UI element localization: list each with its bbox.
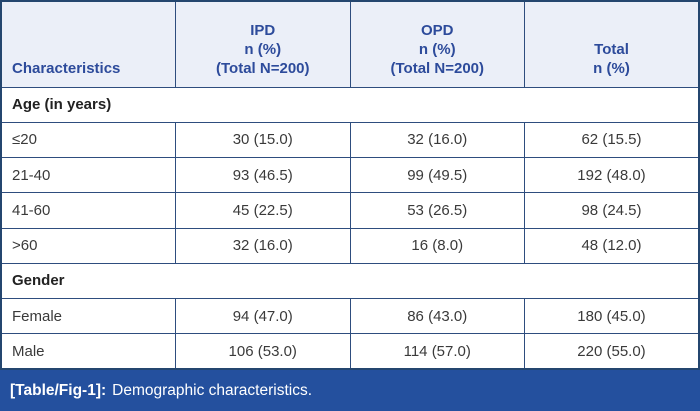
cell-ipd: 106 (53.0) (175, 333, 351, 370)
cell-ipd: 30 (15.0) (175, 121, 351, 159)
cell-ipd: 93 (46.5) (175, 156, 351, 194)
cell-label: ≤20 (0, 121, 176, 159)
cell-ipd: 45 (22.5) (175, 192, 351, 229)
col-header-ipd-line2: n (%) (244, 40, 282, 58)
col-header-characteristics: Characteristics (0, 0, 176, 88)
cell-total: 98 (24.5) (524, 192, 700, 229)
col-header-ipd-line1: IPD (250, 21, 276, 39)
table-row: 21-40 93 (46.5) 99 (49.5) 192 (48.0) (0, 156, 700, 194)
table-row: 41-60 45 (22.5) 53 (26.5) 98 (24.5) (0, 192, 700, 229)
section-row-age: Age (in years) (0, 86, 700, 123)
cell-opd: 99 (49.5) (349, 156, 525, 194)
section-title: Gender (0, 262, 700, 300)
cell-label: >60 (0, 227, 176, 264)
table-caption: [Table/Fig-1]: Demographic characteristi… (0, 370, 700, 411)
cell-total: 192 (48.0) (524, 156, 700, 194)
cell-total: 62 (15.5) (524, 121, 700, 159)
cell-opd: 32 (16.0) (349, 121, 525, 159)
cell-ipd: 32 (16.0) (175, 227, 351, 264)
col-header-total: Total n (%) (524, 0, 700, 88)
section-row-gender: Gender (0, 262, 700, 300)
col-header-opd-line2: n (%) (418, 40, 456, 58)
col-header-total-line2: n (%) (593, 59, 630, 77)
col-header-total-line1: Total (594, 40, 629, 58)
cell-opd: 16 (8.0) (349, 227, 525, 264)
cell-label: 21-40 (0, 156, 176, 194)
header-row: Characteristics IPD n (%) (Total N=200) … (0, 0, 700, 88)
demographics-table: Characteristics IPD n (%) (Total N=200) … (0, 0, 700, 370)
cell-ipd: 94 (47.0) (175, 297, 351, 335)
cell-label: 41-60 (0, 192, 176, 229)
caption-text: Demographic characteristics. (112, 381, 313, 399)
cell-total: 220 (55.0) (524, 333, 700, 370)
table-row: Female 94 (47.0) 86 (43.0) 180 (45.0) (0, 297, 700, 335)
col-header-ipd: IPD n (%) (Total N=200) (175, 0, 351, 88)
col-header-opd-line1: OPD (420, 21, 454, 39)
col-header-opd: OPD n (%) (Total N=200) (349, 0, 525, 88)
cell-label: Female (0, 297, 176, 335)
table-row: Male 106 (53.0) 114 (57.0) 220 (55.0) (0, 333, 700, 370)
col-header-opd-line3: (Total N=200) (390, 59, 485, 77)
cell-opd: 53 (26.5) (349, 192, 525, 229)
cell-total: 180 (45.0) (524, 297, 700, 335)
table-row: >60 32 (16.0) 16 (8.0) 48 (12.0) (0, 227, 700, 264)
caption-tag: [Table/Fig-1]: (10, 381, 107, 399)
table-row: ≤20 30 (15.0) 32 (16.0) 62 (15.5) (0, 121, 700, 159)
cell-opd: 86 (43.0) (349, 297, 525, 335)
col-header-ipd-line3: (Total N=200) (216, 59, 310, 77)
cell-total: 48 (12.0) (524, 227, 700, 264)
cell-label: Male (0, 333, 176, 370)
cell-opd: 114 (57.0) (349, 333, 525, 370)
section-title: Age (in years) (0, 86, 700, 123)
